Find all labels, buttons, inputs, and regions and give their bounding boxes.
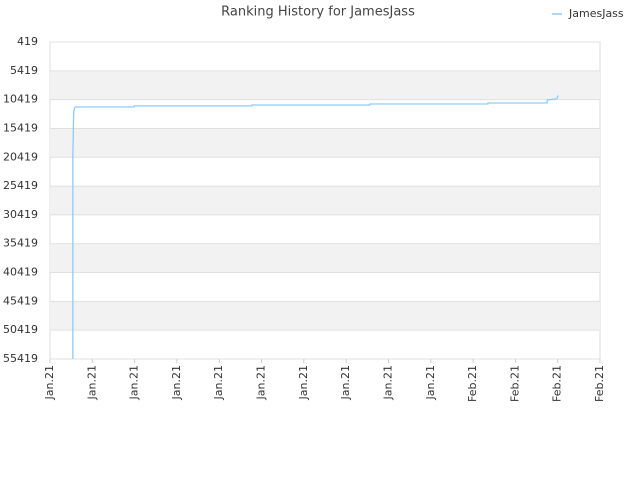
x-tick-label: Feb.21 (508, 365, 521, 402)
grid-band (50, 128, 600, 158)
y-tick-label: 50419 (3, 323, 38, 336)
x-tick-label: Jan.21 (170, 365, 183, 400)
x-tick-label: Jan.21 (212, 365, 225, 400)
y-tick-label: 40419 (3, 266, 38, 279)
chart-title: Ranking History for JamesJass (221, 5, 415, 20)
legend-label: JamesJass (568, 7, 624, 20)
x-tick-label: Jan.21 (85, 365, 98, 400)
x-tick-label: Feb.21 (466, 365, 479, 402)
line-series (72, 95, 560, 359)
y-tick-label: 35419 (3, 237, 38, 250)
grid-band (50, 186, 600, 215)
y-tick-label: 15419 (3, 121, 38, 134)
x-tick-label: Jan.21 (339, 365, 352, 400)
y-tick-label: 10419 (3, 93, 38, 106)
x-tick-label: Jan.21 (424, 365, 437, 400)
y-tick-label: 25419 (3, 179, 38, 192)
x-tick-label: Jan.21 (381, 365, 394, 400)
grid-band (50, 301, 600, 331)
grid-band (50, 243, 600, 273)
x-tick-label: Jan.21 (128, 365, 141, 400)
y-tick-label: 45419 (3, 294, 38, 307)
x-tick-label: Jan.21 (43, 365, 56, 400)
x-tick-label: Feb.21 (593, 365, 606, 402)
y-tick-label: 5419 (10, 64, 38, 77)
y-tick-label: 30419 (3, 208, 38, 221)
x-tick-label: Feb.21 (551, 365, 564, 402)
y-tick-label: 419 (17, 35, 38, 48)
x-tick-label: Jan.21 (255, 365, 268, 400)
y-tick-label: 20419 (3, 150, 38, 163)
x-tick-label: Jan.21 (297, 365, 310, 400)
y-tick-label: 55419 (3, 352, 38, 365)
grid-band (50, 70, 600, 100)
